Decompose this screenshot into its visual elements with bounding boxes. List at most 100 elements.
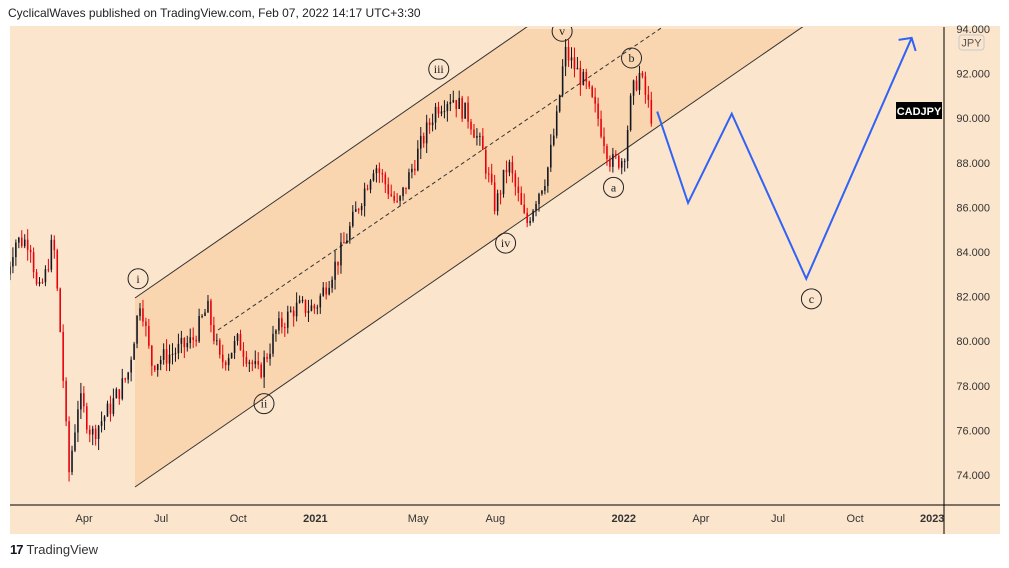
candle-body (346, 240, 348, 244)
candle-body (532, 210, 534, 222)
x-tick-label: Oct (847, 513, 864, 525)
candle-body (650, 99, 653, 124)
candle-body (629, 95, 632, 130)
candle-body (567, 46, 570, 61)
candle-body (257, 361, 260, 365)
candle-body (148, 326, 150, 346)
x-tick-label: Oct (230, 513, 247, 525)
wave-label-c: c (809, 292, 814, 306)
candle-body (449, 102, 452, 105)
y-tick-label: 92.000 (956, 69, 990, 81)
candle-body (151, 345, 153, 366)
candle-body (50, 239, 53, 270)
candle-body (68, 421, 70, 473)
x-tick-label: Aug (486, 513, 506, 525)
candle-body (573, 57, 576, 70)
candle-body (100, 421, 103, 426)
x-tick-label: Jul (154, 513, 168, 525)
candle-body (186, 343, 189, 348)
candle-body (80, 393, 82, 410)
candle-body (103, 416, 106, 422)
candle-body (473, 129, 475, 138)
candle-body (224, 362, 227, 366)
channel-upper-line (134, 27, 528, 299)
y-tick-label: 90.000 (956, 113, 990, 125)
candle-body (514, 173, 517, 187)
candle-body (490, 173, 493, 183)
candle-body (390, 194, 393, 196)
candle-body (467, 102, 469, 122)
candle-body (552, 135, 555, 145)
channel-midline (217, 27, 664, 331)
candle-body (263, 357, 265, 378)
candle-body (251, 362, 254, 365)
candle-body (216, 340, 218, 342)
candle-body (334, 261, 336, 280)
candle-body (517, 186, 520, 194)
wave-label-circle (800, 288, 822, 310)
candle-body (292, 310, 295, 317)
candle-body (550, 144, 552, 168)
candle-body (254, 361, 257, 365)
candle-body (349, 226, 351, 241)
candle-body (547, 167, 549, 186)
candle-body (354, 209, 357, 212)
candle-body (227, 358, 230, 366)
candle-body (248, 362, 251, 364)
candle-body (408, 172, 410, 190)
y-tick-label: 76.000 (956, 425, 990, 437)
candle-body (145, 321, 147, 327)
candle-body (381, 173, 384, 175)
candle-body (286, 311, 289, 328)
y-tick-label: 84.000 (956, 247, 990, 259)
candle-body (594, 96, 596, 104)
wave-label-circle (253, 393, 275, 415)
candle-body (230, 352, 233, 359)
candle-body (177, 343, 180, 354)
candle-body (218, 340, 221, 355)
candle-body (304, 299, 307, 313)
wave-label-b: b (629, 51, 635, 65)
candle-body (615, 154, 617, 156)
candle-body (91, 428, 94, 435)
candle-body (213, 325, 215, 341)
currency-badge (958, 34, 985, 51)
candle-body (23, 239, 26, 247)
candle-body (502, 169, 505, 195)
x-tick-label: Jul (771, 513, 785, 525)
candle-body (623, 161, 626, 163)
x-tick-label: 2022 (612, 513, 636, 525)
candle-body (372, 173, 375, 181)
candle-body (118, 389, 121, 399)
candle-body (644, 76, 647, 95)
candle-body (470, 121, 472, 130)
candle-body (603, 136, 605, 147)
wave-label-circle (428, 58, 450, 80)
candle-body (351, 211, 354, 227)
candle-body (600, 118, 602, 137)
candle-body (452, 100, 455, 103)
candle-body (482, 135, 484, 150)
candle-body (369, 180, 372, 190)
x-tick-label: Apr (692, 513, 709, 525)
candle-body (597, 103, 599, 119)
candle-body (425, 122, 428, 144)
candle-body (360, 206, 363, 211)
candle-body (402, 187, 404, 197)
candle-body (38, 282, 41, 284)
candle-body (239, 334, 242, 351)
symbol-badge (896, 102, 942, 119)
candle-body (505, 169, 508, 173)
candle-body (44, 269, 47, 283)
brand-name: TradingView (26, 542, 99, 557)
candle-body (458, 97, 460, 109)
candle-body (121, 378, 124, 399)
candle-body (366, 188, 369, 190)
candle-body (207, 300, 209, 313)
candle-body (142, 308, 144, 322)
candle-body (343, 242, 345, 244)
candle-body (337, 261, 339, 266)
candle-body (171, 353, 174, 355)
candle-body (511, 162, 514, 174)
